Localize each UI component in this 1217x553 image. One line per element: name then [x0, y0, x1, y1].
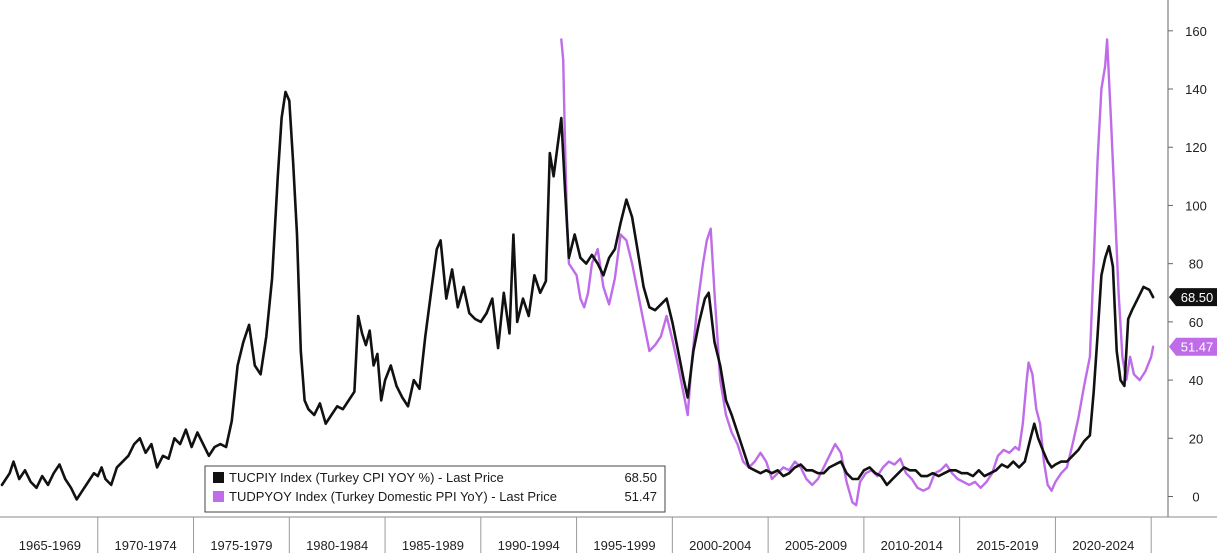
legend-value: 68.50: [624, 470, 657, 485]
x-tick-label: 1995-1999: [593, 538, 655, 553]
x-tick-label: 2000-2004: [689, 538, 751, 553]
legend-value: 51.47: [624, 489, 657, 504]
y-tick-label: 60: [1189, 315, 1203, 330]
x-tick-label: 2010-2014: [881, 538, 943, 553]
cpi-series-line: [0, 90, 1155, 501]
legend-entry-cpi[interactable]: TUCPIY Index (Turkey CPI YOY %) - Last P…: [213, 470, 657, 485]
y-tick-label: 120: [1185, 140, 1207, 155]
y-tick-label: 100: [1185, 198, 1207, 213]
x-tick-label: 1970-1974: [115, 538, 177, 553]
x-tick-label: 2015-2019: [976, 538, 1038, 553]
x-tick-label: 2005-2009: [785, 538, 847, 553]
y-tick-label: 40: [1189, 373, 1203, 388]
cpi-last-value-tag: 68.50: [1169, 288, 1217, 307]
x-axis: 1965-1969 1970-1974 1975-1979 1980-1984 1985…: [19, 517, 1152, 553]
x-tick-label: 1975-1979: [210, 538, 272, 553]
y-tick-label: 20: [1189, 431, 1203, 446]
legend-entry-ppi[interactable]: TUDPYOY Index (Turkey Domestic PPI YoY) …: [213, 489, 657, 504]
x-tick-label: 1985-1989: [402, 538, 464, 553]
y-tick-label: 140: [1185, 82, 1207, 97]
series-lines: [0, 38, 1155, 507]
y-tick-label: 80: [1189, 257, 1203, 272]
last-value-labels: 68.50 51.47: [1169, 288, 1217, 356]
legend-label: TUDPYOY Index (Turkey Domestic PPI YoY) …: [229, 489, 557, 504]
tag-label: 51.47: [1181, 340, 1214, 355]
x-tick-label: 1990-1994: [498, 538, 560, 553]
y-tick-label: 0: [1192, 490, 1199, 505]
x-tick-label: 1965-1969: [19, 538, 81, 553]
x-tick-label: 2020-2024: [1072, 538, 1134, 553]
tag-background: [1169, 288, 1217, 307]
tag-label: 68.50: [1181, 290, 1214, 305]
legend[interactable]: TUCPIY Index (Turkey CPI YOY %) - Last P…: [204, 465, 666, 513]
legend-swatch: [213, 472, 224, 483]
tag-background: [1169, 337, 1217, 356]
ppi-last-value-tag: 51.47: [1169, 337, 1217, 356]
y-tick-label: 160: [1185, 24, 1207, 39]
x-tick-label: 1980-1984: [306, 538, 368, 553]
y-axis: 0 20 40 60 80 100 120 140 160: [1167, 0, 1207, 517]
ppi-series-line: [560, 38, 1155, 507]
legend-label: TUCPIY Index (Turkey CPI YOY %) - Last P…: [229, 470, 504, 485]
legend-swatch: [213, 491, 224, 502]
legend-box: [204, 465, 666, 513]
